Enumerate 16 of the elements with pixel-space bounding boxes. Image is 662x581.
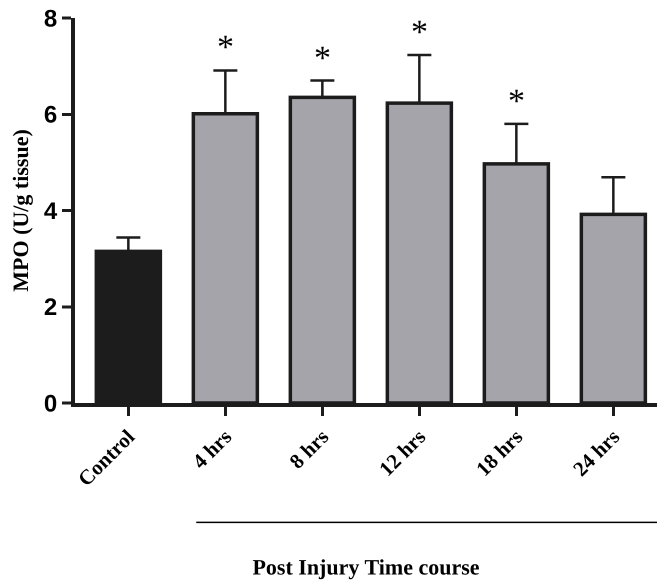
annotation: * xyxy=(411,14,428,51)
x-tick-label: 18 hrs xyxy=(471,424,528,481)
x-tick-label: 8 hrs xyxy=(284,424,334,474)
y-tick-label: 4 xyxy=(44,198,58,225)
annotation: * xyxy=(217,29,234,66)
y-tick-label: 2 xyxy=(44,294,58,322)
y-axis-title: MPO (U/g tissue) xyxy=(8,129,34,292)
annotation: * xyxy=(314,40,331,77)
x-tick-label: 4 hrs xyxy=(188,424,236,474)
annotation: * xyxy=(508,83,525,120)
x-axis-title: Post Injury Time course xyxy=(252,554,480,580)
x-tick-label: 24 hrs xyxy=(568,424,624,481)
y-tick-label: 0 xyxy=(44,390,58,418)
y-tick-label: 6 xyxy=(44,102,58,129)
y-tick-label: 8 xyxy=(44,5,58,32)
x-tick-label: 12 hrs xyxy=(374,424,430,481)
